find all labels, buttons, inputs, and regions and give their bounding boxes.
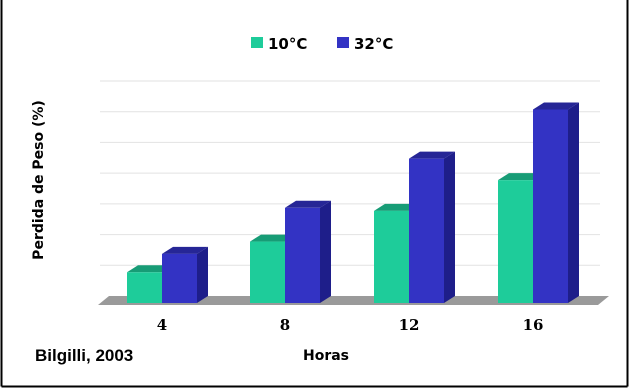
bar-32c-4h	[162, 246, 208, 303]
bar-top	[533, 102, 579, 110]
floor-plane	[98, 296, 609, 305]
bar-32c-16h	[533, 102, 579, 303]
legend-swatch-32c	[337, 37, 349, 48]
bar-front	[250, 241, 285, 303]
bar-top	[250, 234, 296, 242]
bar-32c-8h	[285, 200, 331, 303]
bar-top	[498, 173, 544, 181]
bar-side	[568, 102, 579, 303]
x-tick-label: 4	[157, 316, 167, 334]
legend-swatch-10c	[251, 37, 263, 48]
x-tick-label: 8	[280, 316, 290, 334]
source-note: Bilgilli, 2003	[35, 346, 133, 365]
bar-top	[127, 265, 173, 273]
bar-top	[285, 200, 331, 208]
bar-top	[374, 203, 420, 211]
bar-32c-12h	[409, 151, 455, 303]
legend: 10°C 32°C	[251, 35, 393, 53]
legend-label-10c: 10°C	[268, 35, 307, 53]
x-tick-labels: 4 8 12 16	[157, 316, 544, 334]
bar-top	[162, 246, 208, 254]
y-axis-label: Perdida de Peso (%)	[31, 100, 47, 260]
legend-label-32c: 32°C	[354, 35, 393, 53]
chart-floor	[98, 296, 609, 305]
bar-front	[409, 158, 444, 303]
bar-front	[285, 207, 320, 303]
bar-front	[374, 210, 409, 303]
bar-front	[533, 109, 568, 303]
x-tick-label: 12	[399, 316, 420, 334]
x-axis-label: Horas	[303, 348, 349, 364]
bars	[127, 102, 579, 303]
bar-front	[498, 180, 533, 303]
bar-side	[444, 151, 455, 303]
bar-side	[320, 200, 331, 303]
bar-front	[127, 272, 162, 303]
x-tick-label: 16	[523, 316, 544, 334]
bar-top	[409, 151, 455, 159]
bar-front	[162, 253, 197, 303]
bar-side	[197, 246, 208, 303]
